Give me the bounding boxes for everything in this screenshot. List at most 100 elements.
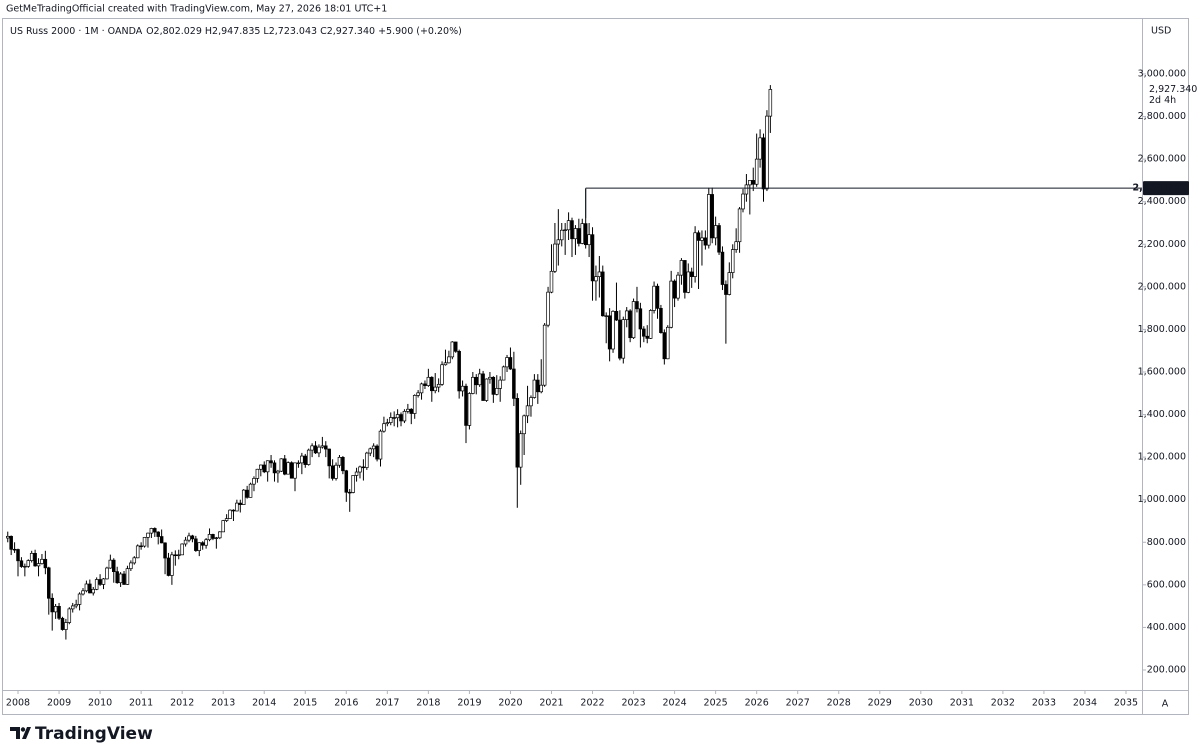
candle-body	[713, 225, 718, 239]
auto-scale-button[interactable]: A	[1162, 699, 1169, 710]
candle-body	[659, 307, 663, 333]
candle-body	[532, 379, 537, 398]
candle-body	[430, 376, 434, 392]
candle-body	[207, 534, 212, 541]
candle-body	[765, 115, 769, 190]
candle-body	[587, 234, 591, 246]
candle-body	[245, 489, 249, 498]
candle-body	[703, 237, 708, 246]
candle-body	[604, 315, 608, 317]
candle-body	[122, 573, 126, 585]
candle-body	[105, 567, 109, 580]
candle-body	[324, 445, 328, 450]
candle-body	[556, 239, 561, 245]
candle-body	[337, 456, 342, 466]
candle-body	[252, 478, 256, 485]
candle-body	[276, 470, 280, 474]
candle-body	[255, 468, 260, 479]
candle-body	[666, 326, 670, 360]
candle-body	[573, 228, 578, 240]
candle-body	[259, 464, 263, 470]
candle-body	[498, 379, 502, 389]
candle-body	[724, 284, 728, 295]
candle-body	[522, 415, 526, 435]
candle-body	[488, 376, 492, 380]
candle-body	[748, 180, 752, 186]
x-tick-label: 2025	[704, 698, 728, 709]
candle-body	[549, 270, 554, 293]
candle-body	[166, 557, 171, 576]
candle-body	[570, 220, 574, 240]
candle-body	[33, 552, 37, 567]
candle-body	[559, 229, 564, 241]
countdown: 2d 4h	[1149, 95, 1176, 106]
candle-body	[515, 398, 520, 468]
candles	[6, 85, 773, 640]
candle-body	[129, 562, 133, 570]
x-tick-label: 2018	[416, 698, 440, 709]
x-tick-label: 2016	[334, 698, 358, 709]
candle-body	[676, 274, 680, 299]
candle-body	[563, 229, 567, 231]
candle-body	[761, 137, 766, 190]
candle-body	[224, 518, 229, 521]
x-tick-label: 2028	[827, 698, 851, 709]
candle-body	[248, 483, 253, 498]
candle-body	[347, 491, 352, 494]
candle-body	[12, 548, 17, 551]
candle-body	[566, 220, 571, 231]
candle-body	[88, 583, 92, 594]
level-label: 2,463.802	[1133, 183, 1187, 194]
candle-body	[471, 376, 475, 394]
candle-body	[279, 458, 284, 472]
candle-body	[700, 237, 704, 241]
candle-body	[231, 509, 236, 512]
candle-body	[40, 558, 44, 564]
candle-body	[440, 364, 444, 385]
candle-body	[590, 234, 595, 282]
candle-body	[577, 228, 581, 244]
candle-body	[618, 319, 622, 359]
x-tick-label: 2023	[621, 698, 645, 709]
candle-body	[501, 366, 506, 381]
candle-body	[94, 579, 99, 590]
candle-body	[382, 423, 386, 432]
candle-body	[402, 411, 407, 422]
candle-body	[265, 460, 270, 473]
candle-body	[327, 448, 331, 467]
candle-body	[652, 285, 656, 311]
candle-body	[628, 310, 632, 339]
candle-body	[29, 552, 34, 561]
candle-body	[491, 376, 496, 395]
y-tick-label: 1,600.000	[1138, 366, 1186, 377]
candle-body	[583, 223, 588, 246]
candle-body	[389, 417, 393, 423]
candle-body	[50, 597, 54, 613]
candle-body	[60, 617, 65, 630]
candle-body	[344, 470, 349, 493]
candle-body	[693, 232, 697, 277]
candle-body	[508, 357, 513, 370]
candle-body	[142, 537, 147, 547]
candle-body	[67, 608, 72, 623]
logo-dot	[20, 727, 26, 732]
candle-body	[707, 194, 711, 246]
candle-body	[683, 260, 687, 293]
candle-body	[525, 405, 530, 417]
x-tick-label: 2034	[1073, 698, 1097, 709]
ohlc-values: O2,802.029 H2,947.835 L2,723.043 C2,927.…	[146, 26, 462, 37]
candle-body	[679, 260, 684, 276]
x-tick-label: 2022	[580, 698, 604, 709]
x-tick-label: 2032	[991, 698, 1015, 709]
candle-body	[621, 319, 626, 359]
candle-body	[385, 422, 390, 425]
candle-body	[351, 475, 355, 493]
y-tick-label: 3,000.000	[1138, 68, 1186, 79]
candle-body	[689, 271, 694, 277]
candle-body	[720, 251, 725, 285]
legend-header: US Russ 2000 · 1M · OANDA O2,802.029 H2,9…	[10, 26, 462, 37]
credit-line: GetMeTradingOfficial created with Tradin…	[6, 4, 387, 15]
x-tick-label: 2012	[170, 698, 194, 709]
candle-body	[228, 509, 232, 519]
